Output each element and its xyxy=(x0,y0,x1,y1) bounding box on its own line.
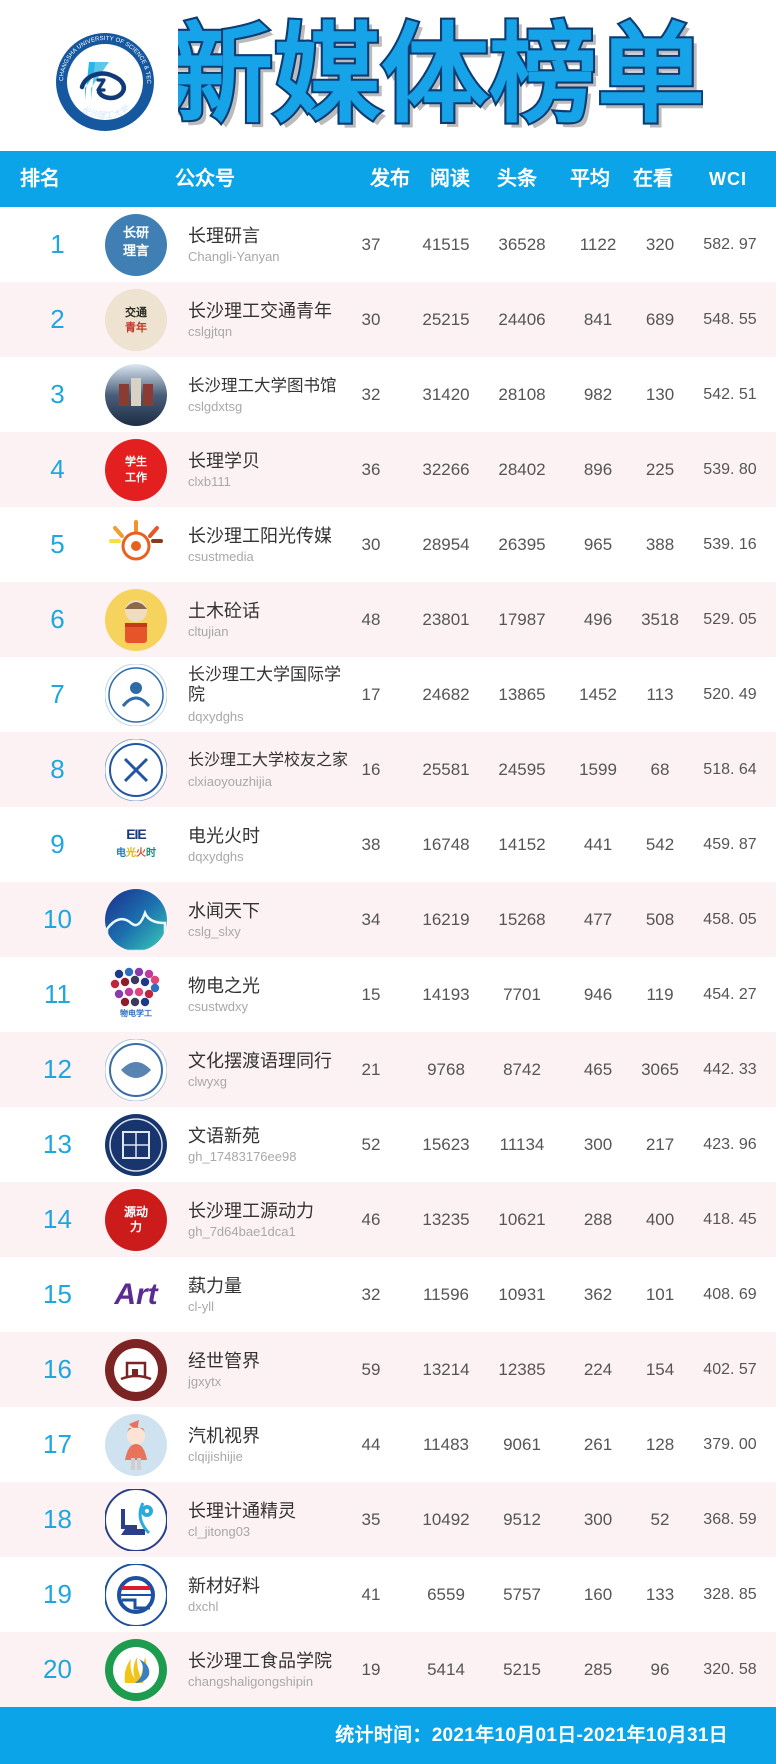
svg-text:力: 力 xyxy=(130,1219,142,1234)
svg-text:青年: 青年 xyxy=(125,320,147,334)
svg-text:Art: Art xyxy=(113,1278,159,1311)
svg-text:源动: 源动 xyxy=(124,1204,148,1219)
svg-text:交通: 交通 xyxy=(125,305,147,319)
svg-text:长研: 长研 xyxy=(123,225,149,240)
svg-text:学生: 学生 xyxy=(125,454,147,468)
svg-text:电光火时: 电光火时 xyxy=(116,846,156,859)
svg-text:工作: 工作 xyxy=(125,470,147,484)
svg-text:理言: 理言 xyxy=(123,243,149,258)
svg-text:EIE: EIE xyxy=(126,826,146,842)
svg-text:新媒体榜单: 新媒体榜单 xyxy=(178,14,703,135)
svg-text:物电学工: 物电学工 xyxy=(120,1008,152,1018)
